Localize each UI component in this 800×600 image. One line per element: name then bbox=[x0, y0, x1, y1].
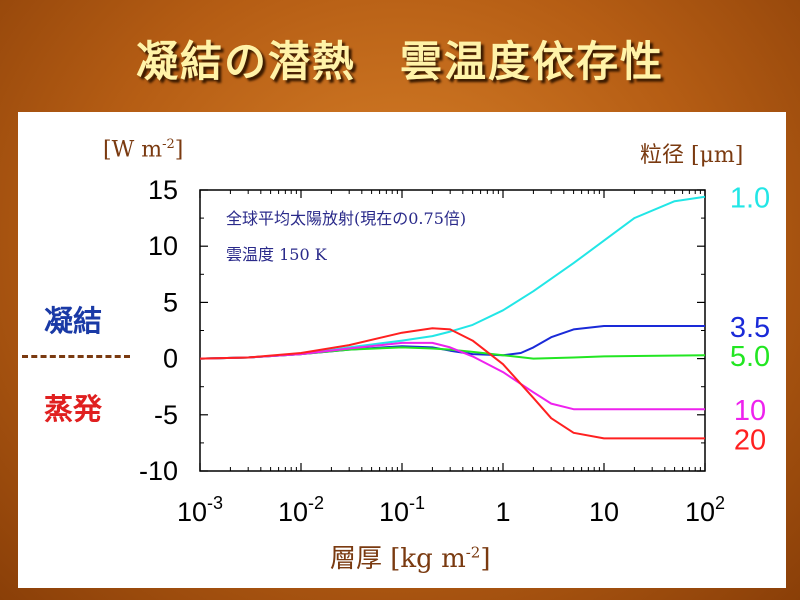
series-line-20 bbox=[199, 327, 705, 440]
y-tick-label: 15 bbox=[148, 175, 178, 205]
series-label-3.5: 3.5 bbox=[730, 312, 770, 344]
x-tick-label: 10-3 bbox=[177, 493, 223, 527]
slide-title: 凝結の潜熱 雲温度依存性 bbox=[135, 37, 664, 86]
y-tick-label: -5 bbox=[154, 400, 178, 430]
y-tick-label: 0 bbox=[163, 344, 178, 374]
solar-annotation: 全球平均太陽放射(現在の0.75倍) bbox=[226, 209, 467, 228]
y-tick-label: 5 bbox=[163, 287, 178, 317]
y-axis-unit-label: [W m-2] bbox=[103, 137, 184, 163]
series-line-1.0 bbox=[199, 195, 706, 360]
series-label-10: 10 bbox=[734, 395, 766, 427]
condensation-label: 凝結 bbox=[44, 304, 103, 338]
x-tick-label: 10 bbox=[589, 497, 619, 527]
x-tick-label: 10-2 bbox=[278, 493, 324, 527]
series-line-10 bbox=[199, 341, 705, 411]
y-tick-label: -10 bbox=[139, 456, 178, 486]
zero-divider-dashes bbox=[22, 355, 130, 358]
x-tick-label: 10-1 bbox=[379, 493, 425, 527]
series-label-20: 20 bbox=[734, 424, 766, 456]
x-axis-label: 層厚 [kg m-2] bbox=[330, 543, 491, 574]
cloud-temp-annotation: 雲温度 150 K bbox=[226, 245, 327, 264]
x-tick-label: 1 bbox=[495, 497, 510, 527]
particle-size-unit-label: 粒径 [μm] bbox=[640, 143, 744, 168]
evaporation-label: 蒸発 bbox=[44, 392, 103, 426]
y-tick-label: 10 bbox=[148, 231, 178, 261]
x-tick-label: 102 bbox=[685, 493, 725, 527]
series-label-5.0: 5.0 bbox=[730, 341, 770, 373]
series-label-1.0: 1.0 bbox=[730, 183, 770, 215]
